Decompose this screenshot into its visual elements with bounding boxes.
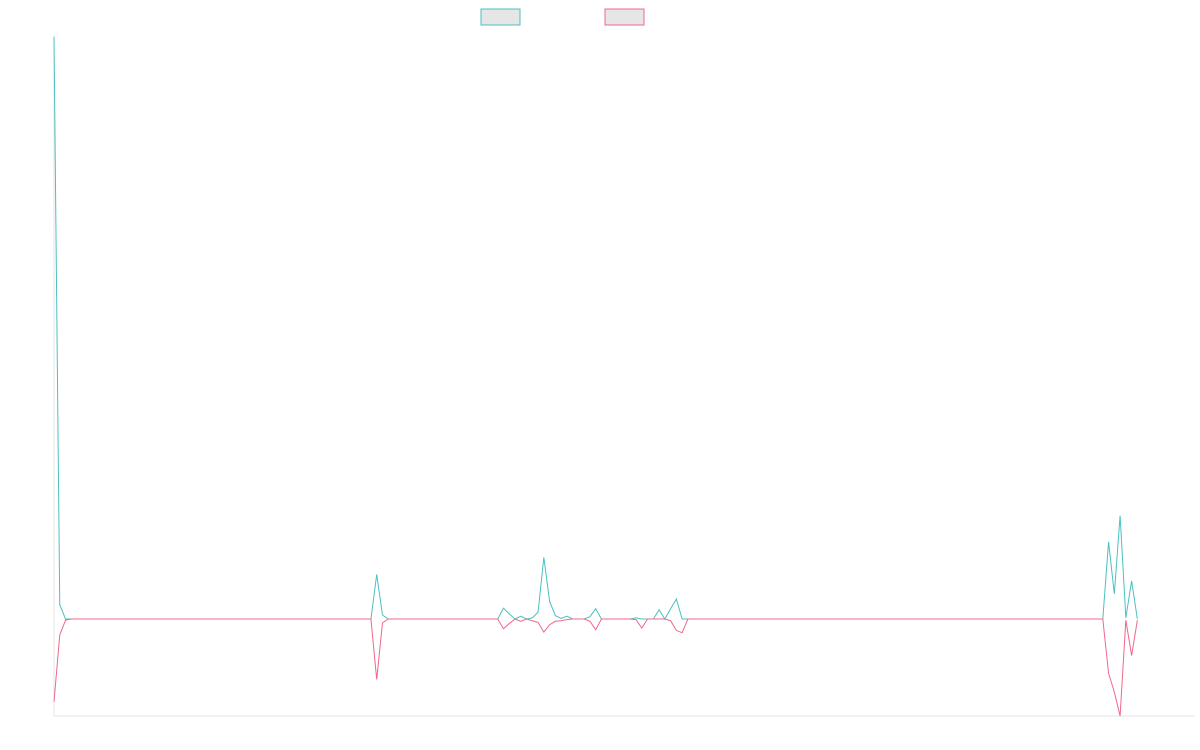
legend-swatch-2[interactable]: [604, 8, 645, 26]
series-layer: [53, 36, 1138, 717]
legend-swatch-1[interactable]: [480, 8, 521, 26]
legend: [480, 8, 645, 26]
series-line-1: [53, 36, 1138, 620]
series-line-2: [53, 618, 1138, 717]
axes: [53, 35, 1195, 717]
